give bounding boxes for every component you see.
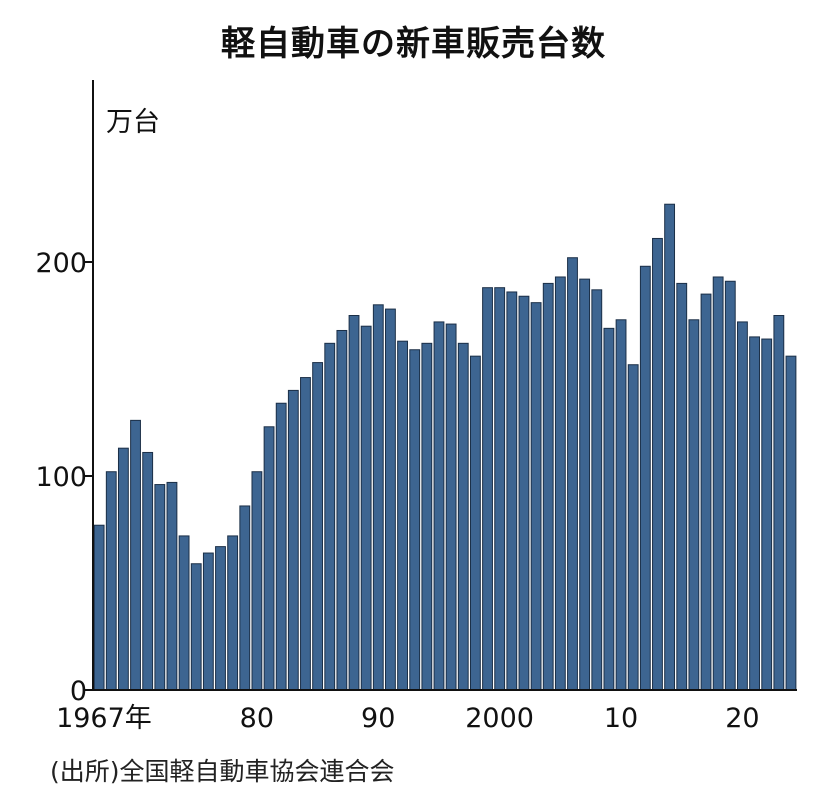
x-tick-label-1990: 90 — [361, 703, 395, 734]
bar-1972 — [154, 484, 166, 691]
bar-2005 — [554, 276, 566, 691]
x-tick-label-1980: 80 — [240, 703, 274, 734]
bar-2007 — [579, 278, 591, 691]
bar-1971 — [142, 451, 154, 691]
bar-2015 — [676, 282, 688, 691]
bar-2021 — [749, 336, 760, 691]
bar-2017 — [700, 293, 712, 691]
bar-1998 — [469, 355, 481, 691]
x-tick-label-1967: 1967年 — [56, 703, 152, 734]
source-note: (出所)全国軽自動車協会連合会 — [50, 757, 395, 786]
bar-2013 — [652, 237, 663, 691]
bar-2024 — [785, 355, 797, 691]
bar-1978 — [227, 535, 239, 691]
y-axis-unit-label: 万台 — [106, 107, 160, 138]
bar-1975 — [190, 563, 202, 691]
bar-1969 — [117, 447, 129, 691]
bar-2011 — [627, 364, 639, 691]
bar-1968 — [105, 471, 117, 691]
bar-2006 — [567, 257, 578, 691]
bar-1974 — [178, 535, 190, 691]
bar-2020 — [737, 321, 748, 691]
bar-1976 — [202, 552, 214, 691]
bar-2016 — [688, 319, 700, 691]
y-tick-label-0: 0 — [70, 676, 87, 707]
bar-2019 — [724, 280, 736, 691]
bar-1973 — [166, 481, 178, 691]
bar-2022 — [761, 338, 773, 691]
bar-1991 — [385, 308, 396, 691]
bar-2001 — [506, 291, 518, 691]
bar-2004 — [542, 282, 554, 691]
bar-2000 — [494, 287, 506, 691]
bar-2003 — [530, 302, 542, 691]
bar-1983 — [287, 389, 299, 691]
chart-title: 軽自動車の新車販売台数 — [221, 24, 606, 64]
bar-1987 — [336, 329, 348, 691]
y-tick-label-100: 100 — [35, 462, 87, 493]
bar-1980 — [251, 471, 263, 691]
bar-1986 — [324, 342, 336, 691]
bar-2002 — [518, 295, 530, 691]
bar-2008 — [591, 289, 603, 691]
bar-2023 — [773, 315, 785, 691]
bar-1985 — [312, 362, 324, 691]
bar-1989 — [360, 325, 372, 691]
y-tick-label-200: 200 — [35, 248, 87, 279]
bar-2014 — [664, 203, 676, 691]
bar-1967 — [93, 524, 105, 691]
bar-2018 — [712, 276, 724, 691]
bar-1970 — [130, 419, 141, 691]
bar-2012 — [639, 265, 651, 691]
bar-1977 — [215, 546, 226, 691]
bar-2009 — [603, 327, 615, 691]
x-tick-label-2010: 10 — [604, 703, 638, 734]
bar-1999 — [482, 287, 493, 691]
bar-1993 — [409, 349, 421, 691]
ticks-group: 0 100 200 1967年 80 90 2000 10 20 — [35, 248, 759, 734]
x-tick-label-2000: 2000 — [465, 703, 534, 734]
bar-1995 — [433, 321, 445, 691]
bar-1981 — [263, 426, 275, 691]
bar-1994 — [421, 342, 433, 691]
bar-1988 — [348, 315, 360, 691]
bar-1979 — [239, 505, 251, 691]
bar-2010 — [615, 319, 627, 691]
bars-group — [93, 203, 797, 691]
bar-1996 — [445, 323, 457, 691]
bar-1982 — [275, 402, 287, 691]
bar-1990 — [372, 304, 384, 691]
x-tick-label-2020: 20 — [725, 703, 759, 734]
bar-1992 — [397, 340, 408, 691]
bar-1984 — [300, 377, 311, 691]
bar-1997 — [457, 342, 469, 691]
